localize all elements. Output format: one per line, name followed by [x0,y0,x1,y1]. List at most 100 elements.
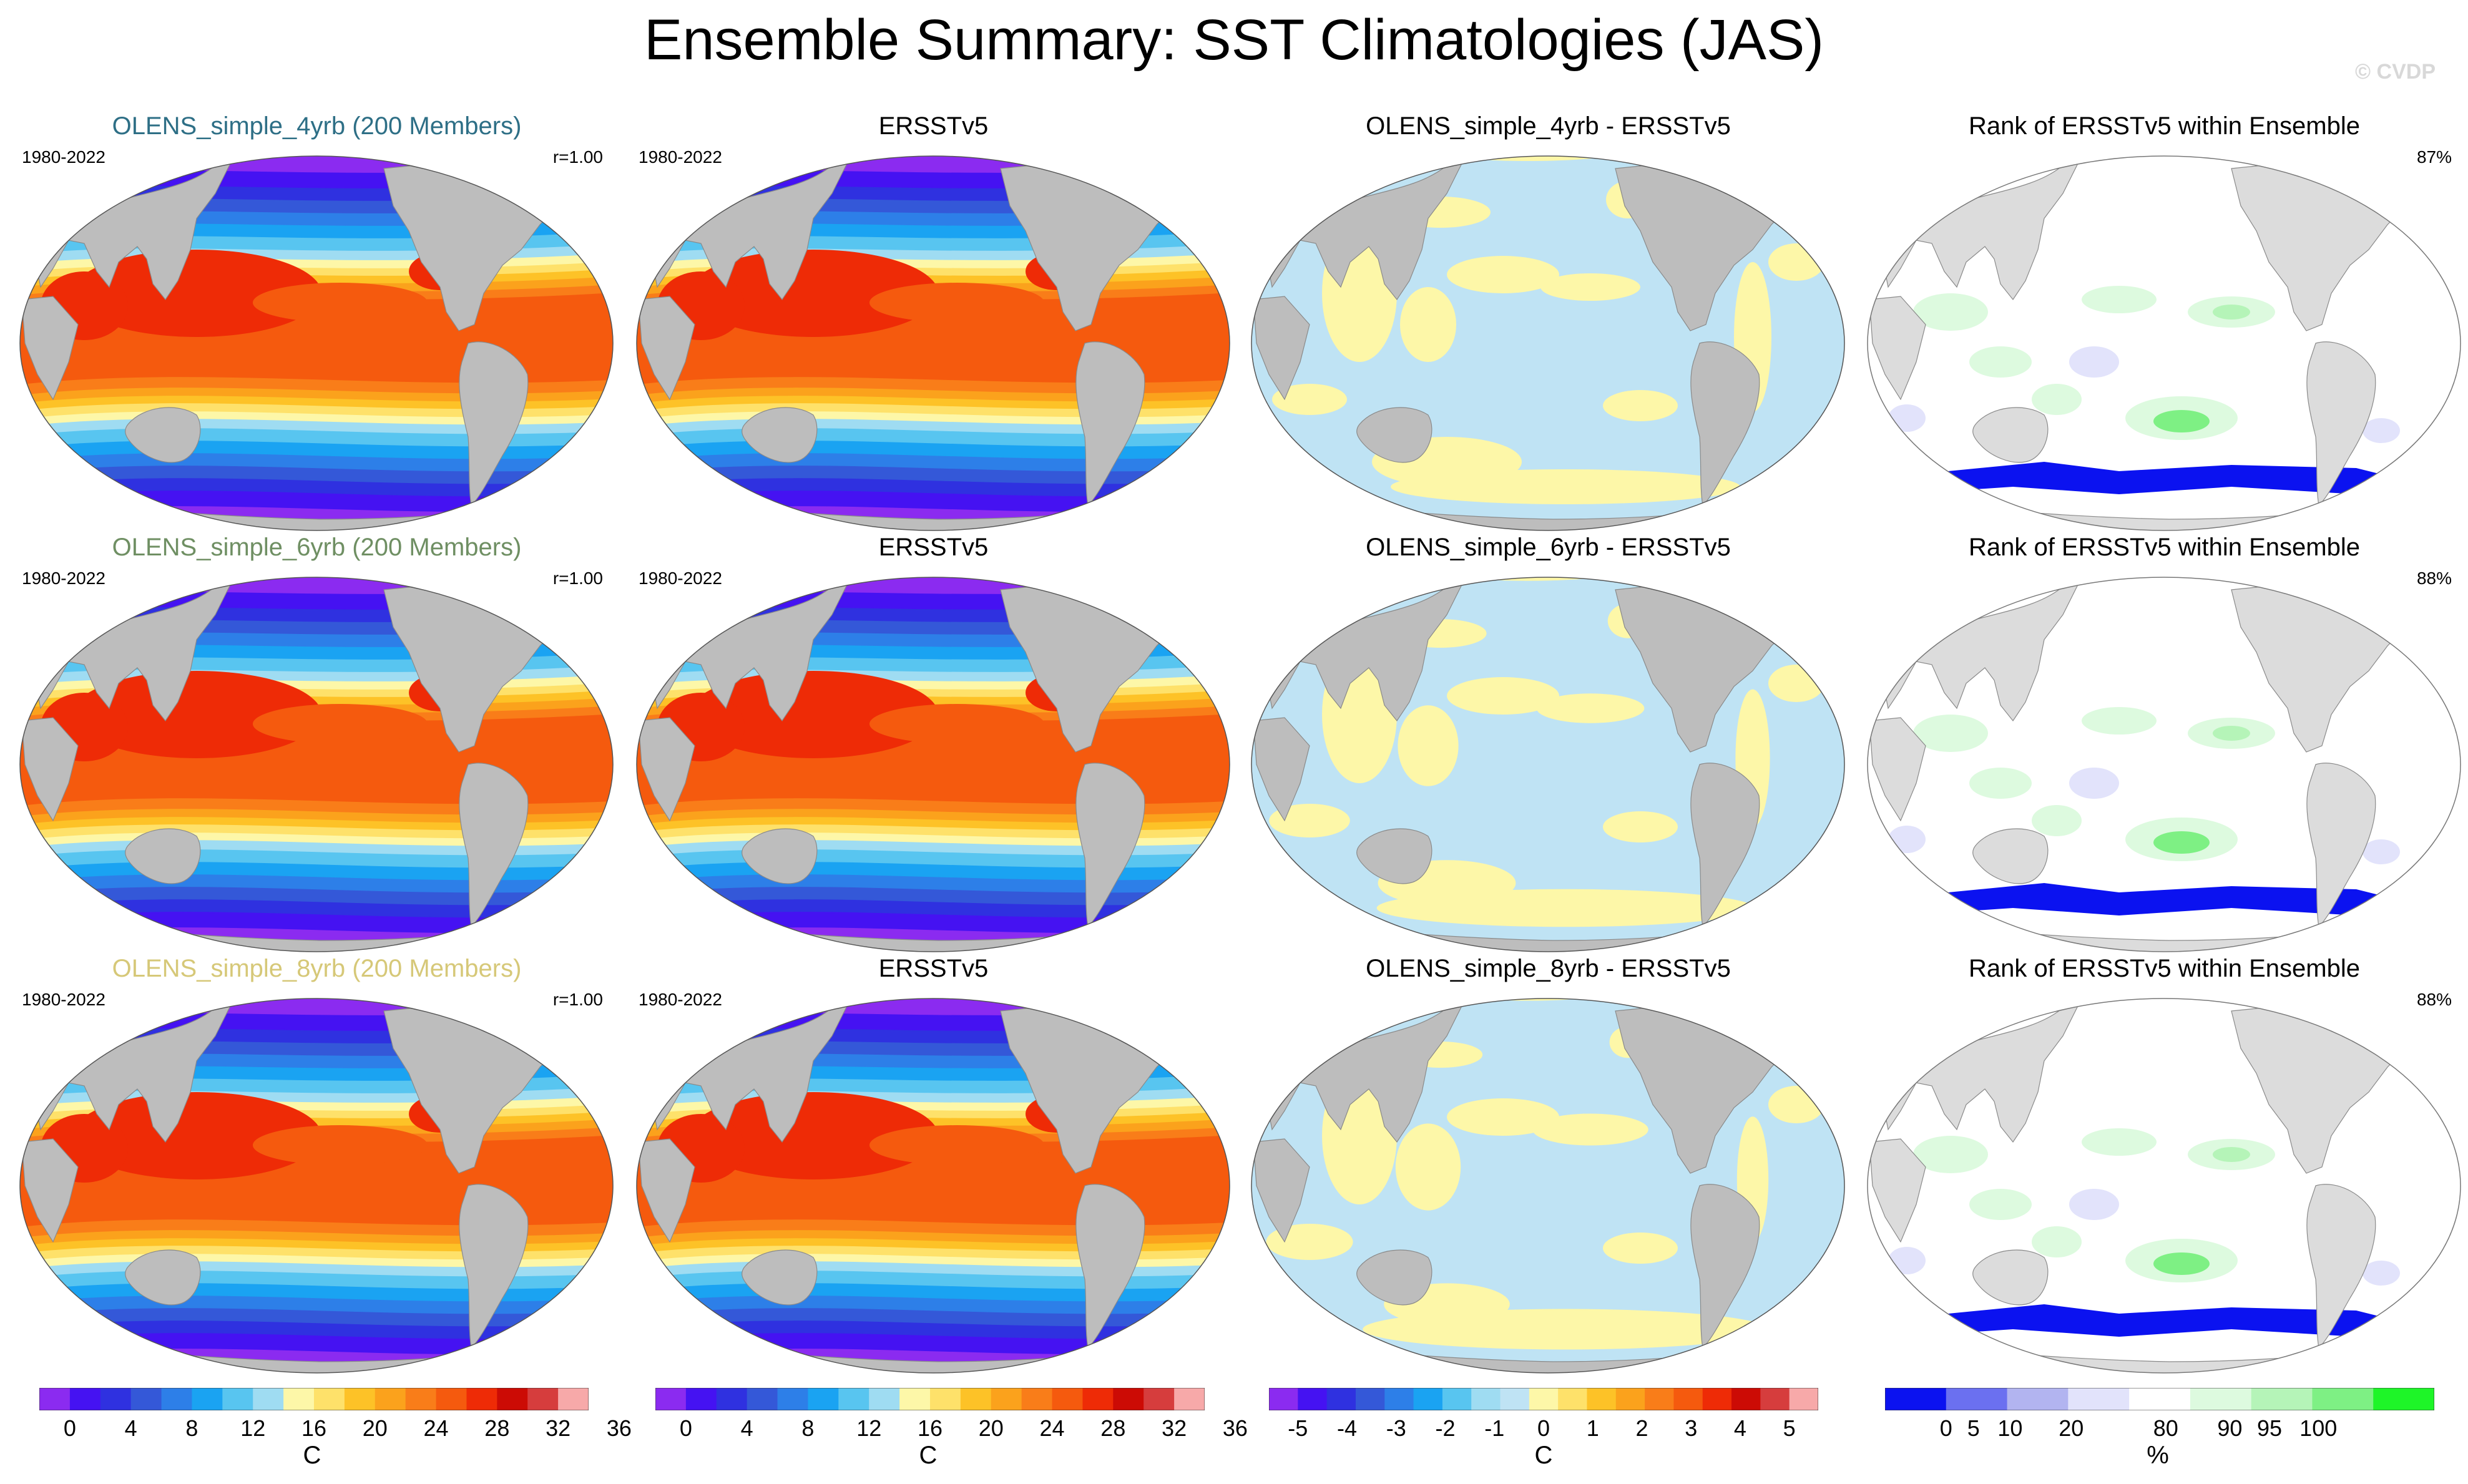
land-samerica [459,763,529,928]
world-map [1867,998,2461,1374]
colorbar-swatch [130,1388,162,1410]
land-greenland [1702,577,1760,606]
world-map [1251,155,1845,531]
land-australia [1972,407,2049,463]
land-australia [742,407,818,463]
diff-anomaly [1395,1123,1461,1211]
diff-anomaly [1400,287,1456,362]
rank-low-area [2069,768,2119,799]
rank-low-area [1888,1247,1926,1274]
colorbar-swatch [1269,1388,1298,1410]
colorbar-tick-label: -1 [1484,1415,1505,1441]
colorbar-swatch [1113,1388,1144,1410]
panel-title: OLENS_simple_4yrb (200 Members) [112,112,522,140]
land-greenland [470,998,528,1027]
panel-title: ERSSTv5 [878,534,989,561]
colorbar-swatch [1529,1388,1559,1410]
colorbar-swatch [527,1388,559,1410]
pattern-correlation: r=1.00 [552,569,603,588]
colorbar-tick-label: 95 [2256,1415,2283,1441]
diff-anomaly [1768,665,1824,702]
panel-title: Rank of ERSSTv5 within Ensemble [1969,534,2360,561]
land-europe [570,205,609,250]
colorbar-swatch [1082,1388,1114,1410]
rank-high-area [1913,293,1988,331]
diff-anomaly [1540,273,1640,301]
map-panel-ensemble: OLENS_simple_4yrb (200 Members) 1980-2022… [9,112,624,540]
rank-low-area [2069,1189,2119,1220]
colorbar: -5 -4 -3 -2 -1 0 1 2 3 4 5 C [1269,1388,1818,1482]
land-samerica [459,1184,529,1349]
colorbar-unit: C [303,1442,321,1469]
colorbar-swatch [1143,1388,1175,1410]
colorbar-swatch [2312,1388,2374,1410]
panel-title: OLENS_simple_8yrb - ERSSTv5 [1366,955,1731,982]
world-map [636,155,1230,531]
land-europe [1802,1048,1841,1093]
colorbar-swatch [1885,1388,1947,1410]
land-africa [21,296,79,401]
colorbar-swatch [1021,1388,1053,1410]
land-samerica [1075,763,1145,928]
rank-percent: 88% [2416,569,2452,588]
colorbar-swatch [1500,1388,1530,1410]
diff-anomaly [1536,693,1645,723]
world-map [19,998,614,1374]
diff-anomaly [1447,677,1559,715]
colorbar-tick-label: 20 [978,1415,1004,1441]
panel-title: OLENS_simple_4yrb - ERSSTv5 [1366,112,1731,140]
rank-percent: 87% [2416,147,2452,167]
colorbar-swatch [1442,1388,1472,1410]
colorbar-swatch [192,1388,223,1410]
colorbar-swatch [2190,1388,2252,1410]
colorbar-swatch [2007,1388,2069,1410]
colorbar-tick-label: -4 [1337,1415,1358,1441]
colorbar-tick-label: 36 [1222,1415,1248,1441]
colorbar-swatch [222,1388,253,1410]
land-australia [125,828,201,884]
pattern-correlation: r=1.00 [552,990,603,1009]
map-panel-rank: Rank of ERSSTv5 within Ensemble 88% [1857,955,2468,1382]
colorbar-swatch [100,1388,132,1410]
land-greenland [1702,156,1760,185]
colorbar-swatch [869,1388,900,1410]
colorbar-swatch [283,1388,315,1410]
colorbar-swatch [375,1388,406,1410]
colorbar-tick-label: 8 [185,1415,198,1441]
rank-high-area [2082,286,2157,313]
land-australia [1356,828,1432,884]
land-africa [1253,1138,1310,1243]
rank-low-area [2069,346,2119,378]
diff-anomaly [1272,384,1347,415]
land-africa [638,296,695,401]
colorbar-swatch [497,1388,528,1410]
land-europe [1802,627,1841,671]
colorbar-tick-label: 90 [2217,1415,2243,1441]
world-map [19,155,614,531]
land-greenland [470,156,528,185]
diff-anomaly [1603,811,1678,842]
land-greenland [1087,998,1145,1027]
rank-high-area [1969,346,2032,378]
colorbar-tick-label: 32 [1162,1415,1187,1441]
panel-title: Rank of ERSSTv5 within Ensemble [1969,112,2360,140]
colorbar-swatch [1052,1388,1083,1410]
map-panel-rank: Rank of ERSSTv5 within Ensemble 87% [1857,112,2468,540]
land-samerica [1690,1184,1760,1349]
world-map [1867,155,2461,531]
colorbar-swatches [1885,1388,2434,1410]
land-australia [125,1249,201,1306]
colorbar-tick-label: 100 [2299,1415,2338,1441]
map-panel-ensemble: OLENS_simple_8yrb (200 Members) 1980-2022… [9,955,624,1382]
land-africa [21,1138,79,1243]
land-greenland [470,577,528,606]
colorbar-tick-label: 12 [856,1415,882,1441]
colorbar-tick-label: 3 [1685,1415,1698,1441]
land-africa [1253,717,1310,822]
diff-anomaly [1391,469,1740,504]
colorbar-swatch [1384,1388,1414,1410]
world-map [1867,577,2461,952]
land-australia [1972,1249,2049,1306]
land-africa [638,717,695,822]
colorbar-swatch [161,1388,192,1410]
